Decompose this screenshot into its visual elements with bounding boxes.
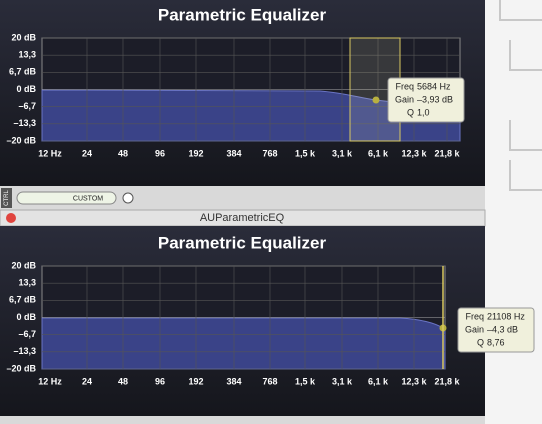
y-label: –6,7: [18, 101, 36, 111]
x-label: 6,1 k: [368, 376, 389, 386]
x-label: 12,3 k: [401, 376, 427, 386]
tooltip-value: 21108 Hz: [487, 311, 525, 321]
x-label: 3,1 k: [332, 376, 353, 386]
tooltip-value: 1,0: [417, 107, 430, 117]
x-label: 96: [155, 148, 165, 158]
bypass-button[interactable]: [122, 192, 134, 204]
top-eq: Parametric Equalizer 20 dB 13,3 6,7 dB 0 dB –…: [6, 5, 465, 158]
ctrl-label: CTRL: [4, 190, 10, 206]
panel-title: Parametric Equalizer: [158, 233, 327, 252]
band-handle: [372, 96, 380, 104]
ctrl-tab: [1, 188, 12, 208]
y-label: 0 dB: [16, 312, 36, 322]
x-label: 192: [188, 148, 203, 158]
y-label: –20 dB: [6, 363, 36, 373]
x-label: 96: [155, 376, 165, 386]
preset-popup[interactable]: [16, 191, 117, 205]
tooltip-label: Q: [477, 337, 484, 347]
y-label: 6,7 dB: [9, 67, 37, 77]
x-label: 1,5 k: [295, 148, 316, 158]
x-label: 24: [82, 376, 92, 386]
x-label: 384: [226, 148, 241, 158]
tooltip-label: Gain: [395, 94, 414, 104]
y-label: 13,3: [18, 50, 36, 60]
preset-label: CUSTOM: [73, 195, 103, 202]
x-label: 768: [262, 376, 277, 386]
y-label: –6,7: [18, 329, 36, 339]
x-label: 24: [82, 148, 92, 158]
tooltip-label: Q: [407, 107, 414, 117]
x-label: 1,5 k: [295, 376, 316, 386]
y-label: 13,3: [18, 278, 36, 288]
tooltip-value: –4,3 dB: [487, 324, 518, 334]
close-button[interactable]: [6, 213, 16, 223]
tooltip-value: –3,93 dB: [417, 94, 453, 104]
x-label: 12,3 k: [401, 148, 427, 158]
panel-title: Parametric Equalizer: [158, 5, 327, 24]
x-label: 12 Hz: [38, 148, 62, 158]
x-label: 192: [188, 376, 203, 386]
x-label: 768: [262, 148, 277, 158]
tooltip-value: 5684 Hz: [417, 81, 451, 91]
x-label: 6,1 k: [368, 148, 389, 158]
y-label: 0 dB: [16, 84, 36, 94]
tooltip: [457, 307, 535, 353]
x-label: 12 Hz: [38, 376, 62, 386]
tooltip-label: Freq: [465, 311, 484, 321]
bottom-bar: [0, 416, 485, 424]
y-label: –20 dB: [6, 135, 36, 145]
y-label: 20 dB: [11, 32, 36, 42]
tooltip-label: Freq: [395, 81, 414, 91]
eq-curve: [41, 317, 446, 370]
tooltip-label: Gain: [465, 324, 484, 334]
y-label: –13,3: [13, 118, 36, 128]
y-label: 20 dB: [11, 260, 36, 270]
x-label: 3,1 k: [332, 148, 353, 158]
tooltip-value: 8,76: [487, 337, 505, 347]
x-label: 384: [226, 376, 241, 386]
window-title: AUParametricEQ: [200, 212, 285, 224]
x-label: 21,8 k: [434, 148, 460, 158]
x-label: 48: [118, 376, 128, 386]
y-label: –13,3: [13, 346, 36, 356]
background-decoration: [499, 0, 542, 191]
x-label: 21,8 k: [434, 376, 460, 386]
tooltip: [387, 77, 465, 123]
y-label: 6,7 dB: [9, 295, 37, 305]
x-label: 48: [118, 148, 128, 158]
bottom-eq: Parametric Equalizer 20 dB 13,3 6,7 dB 0 dB –…: [6, 233, 535, 386]
